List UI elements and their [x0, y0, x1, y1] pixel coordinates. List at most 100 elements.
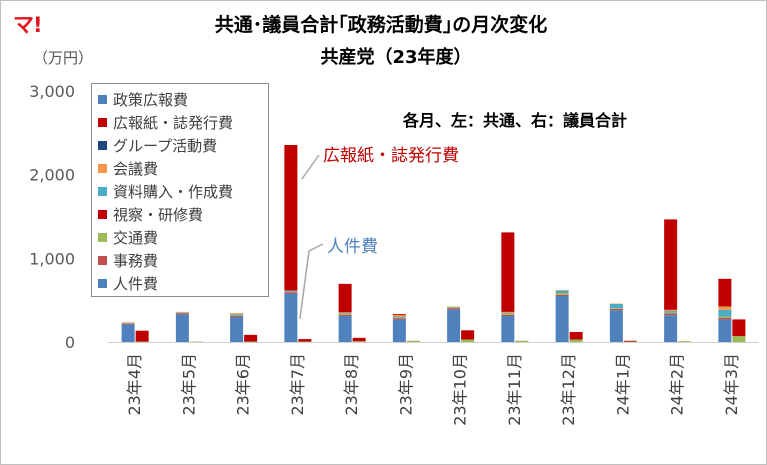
bar-common-交通費 [230, 314, 244, 316]
bar-member-広報紙・誌発行費 [352, 337, 366, 342]
legend-label: 人件費 [113, 274, 159, 293]
bar-common-交通費 [501, 313, 515, 315]
bar-common-人件費 [501, 316, 515, 342]
legend-item: 視察・研修費 [98, 203, 203, 225]
legend-swatch [98, 278, 107, 288]
bar-common-広報紙・誌発行費 [338, 283, 352, 313]
x-tick-label: 23年8月 [342, 353, 361, 416]
legend-item: グループ活動費 [98, 134, 217, 156]
legend-swatch [98, 186, 107, 196]
legend-swatch [98, 140, 107, 150]
bar-common-交通費 [718, 316, 732, 318]
bar-member-広報紙・誌発行費 [244, 334, 258, 342]
chart-note: 各月、左：共通、右：議員合計 [403, 111, 628, 130]
bar-common-会議費 [392, 314, 406, 317]
y-tick-label: 0 [65, 333, 75, 352]
legend-item: 広報紙・誌発行費 [98, 111, 233, 133]
x-tick-label: 23年12月 [559, 353, 578, 426]
bar-common-人件費 [230, 316, 244, 342]
bar-common-人件費 [718, 319, 732, 342]
bar-common-資料購入・作成費 [392, 316, 406, 318]
x-tick-label: 23年7月 [288, 353, 307, 416]
bar-member-広報紙・誌発行費 [569, 331, 583, 340]
bar-member-交通費 [569, 339, 583, 342]
bar-common-資料購入・作成費 [664, 311, 678, 313]
chart-title: 共通･議員合計｢政務活動費｣の月次変化 [214, 14, 548, 36]
bar-common-人件費 [609, 310, 623, 342]
bar-member-広報紙・誌発行費 [623, 340, 637, 342]
bar-common-広報紙・誌発行費 [664, 219, 678, 310]
bar-common-資料購入・作成費 [609, 303, 623, 309]
legend-label: 会議費 [113, 159, 159, 178]
y-tick-label: 3,000 [29, 82, 75, 101]
bar-common-資料購入・作成費 [338, 313, 352, 314]
y-axis-unit: （万円） [33, 49, 94, 67]
legend-swatch [98, 163, 107, 173]
legend-label: 政策広報費 [113, 90, 189, 109]
legend-item: 政策広報費 [98, 88, 188, 110]
bar-common-人件費 [175, 314, 189, 342]
annotation-label: 人件費 [327, 237, 378, 257]
bar-common-事務費 [392, 318, 406, 320]
legend-item: 事務費 [98, 249, 158, 271]
x-tick-label: 23年9月 [396, 353, 415, 416]
bar-member-交通費 [678, 341, 692, 342]
legend-swatch [98, 232, 107, 242]
legend-swatch [98, 94, 107, 104]
bar-common-資料購入・作成費 [501, 313, 515, 314]
x-tick-label: 24年3月 [722, 353, 741, 416]
bar-common-会議費 [664, 309, 678, 312]
annotation-label: 広報紙・誌発行費 [323, 146, 459, 166]
bar-member-交通費 [515, 340, 529, 342]
bar-member-広報紙・誌発行費 [135, 330, 149, 342]
legend-item: 資料購入・作成費 [98, 180, 233, 202]
bar-common-事務費 [284, 292, 298, 294]
x-tick-label: 23年10月 [451, 353, 470, 426]
x-tick-label: 23年6月 [234, 353, 253, 416]
bar-common-会議費 [501, 311, 515, 314]
legend-label: 広報紙・誌発行費 [113, 113, 234, 132]
bar-member-交通費 [461, 339, 475, 342]
bar-common-人件費 [284, 293, 298, 342]
bar-common-資料購入・作成費 [555, 290, 569, 294]
bar-common-事務費 [230, 315, 244, 317]
bar-common-事務費 [121, 323, 135, 325]
bar-common-事務費 [718, 317, 732, 320]
bar-member-広報紙・誌発行費 [461, 330, 475, 340]
legend-item: 交通費 [98, 226, 158, 248]
legend-label: 資料購入・作成費 [113, 182, 234, 201]
bar-common-事務費 [175, 313, 189, 315]
legend-item: 人件費 [98, 272, 158, 294]
chart-subtitle: 共産党（23年度） [320, 47, 472, 68]
bar-common-人件費 [338, 316, 352, 342]
bar-common-事務費 [555, 294, 569, 296]
bar-common-資料購入・作成費 [718, 309, 732, 317]
bar-common-会議費 [338, 312, 352, 314]
bar-common-交通費 [338, 313, 352, 315]
bar-common-人件費 [447, 309, 461, 342]
bar-member-広報紙・誌発行費 [298, 339, 312, 342]
bar-common-交通費 [555, 293, 569, 295]
bar-common-事務費 [664, 313, 678, 316]
x-tick-label: 23年11月 [505, 353, 524, 426]
bar-common-交通費 [392, 317, 406, 319]
bar-common-事務費 [609, 308, 623, 311]
x-tick-label: 23年4月 [125, 353, 144, 416]
bar-member-広報紙・誌発行費 [732, 319, 746, 337]
bar-common-人件費 [664, 315, 678, 342]
bar-common-広報紙・誌発行費 [718, 278, 732, 307]
x-tick-label: 24年2月 [668, 353, 687, 416]
legend-label: 視察・研修費 [113, 205, 204, 224]
x-tick-label: 24年1月 [613, 353, 632, 416]
bar-member-交通費 [406, 340, 420, 342]
bar-common-事務費 [338, 314, 352, 317]
bar-common-広報紙・誌発行費 [501, 232, 515, 312]
legend-label: グループ活動費 [113, 136, 218, 155]
bar-common-人件費 [121, 324, 135, 342]
legend: 政策広報費広報紙・誌発行費 グループ活動費 会議費資料購入・作成費 視察・研修費交通費… [91, 83, 269, 297]
bar-common-資料購入・作成費 [230, 313, 244, 315]
bar-common-交通費 [664, 312, 678, 314]
y-tick-label: 2,000 [29, 166, 75, 185]
